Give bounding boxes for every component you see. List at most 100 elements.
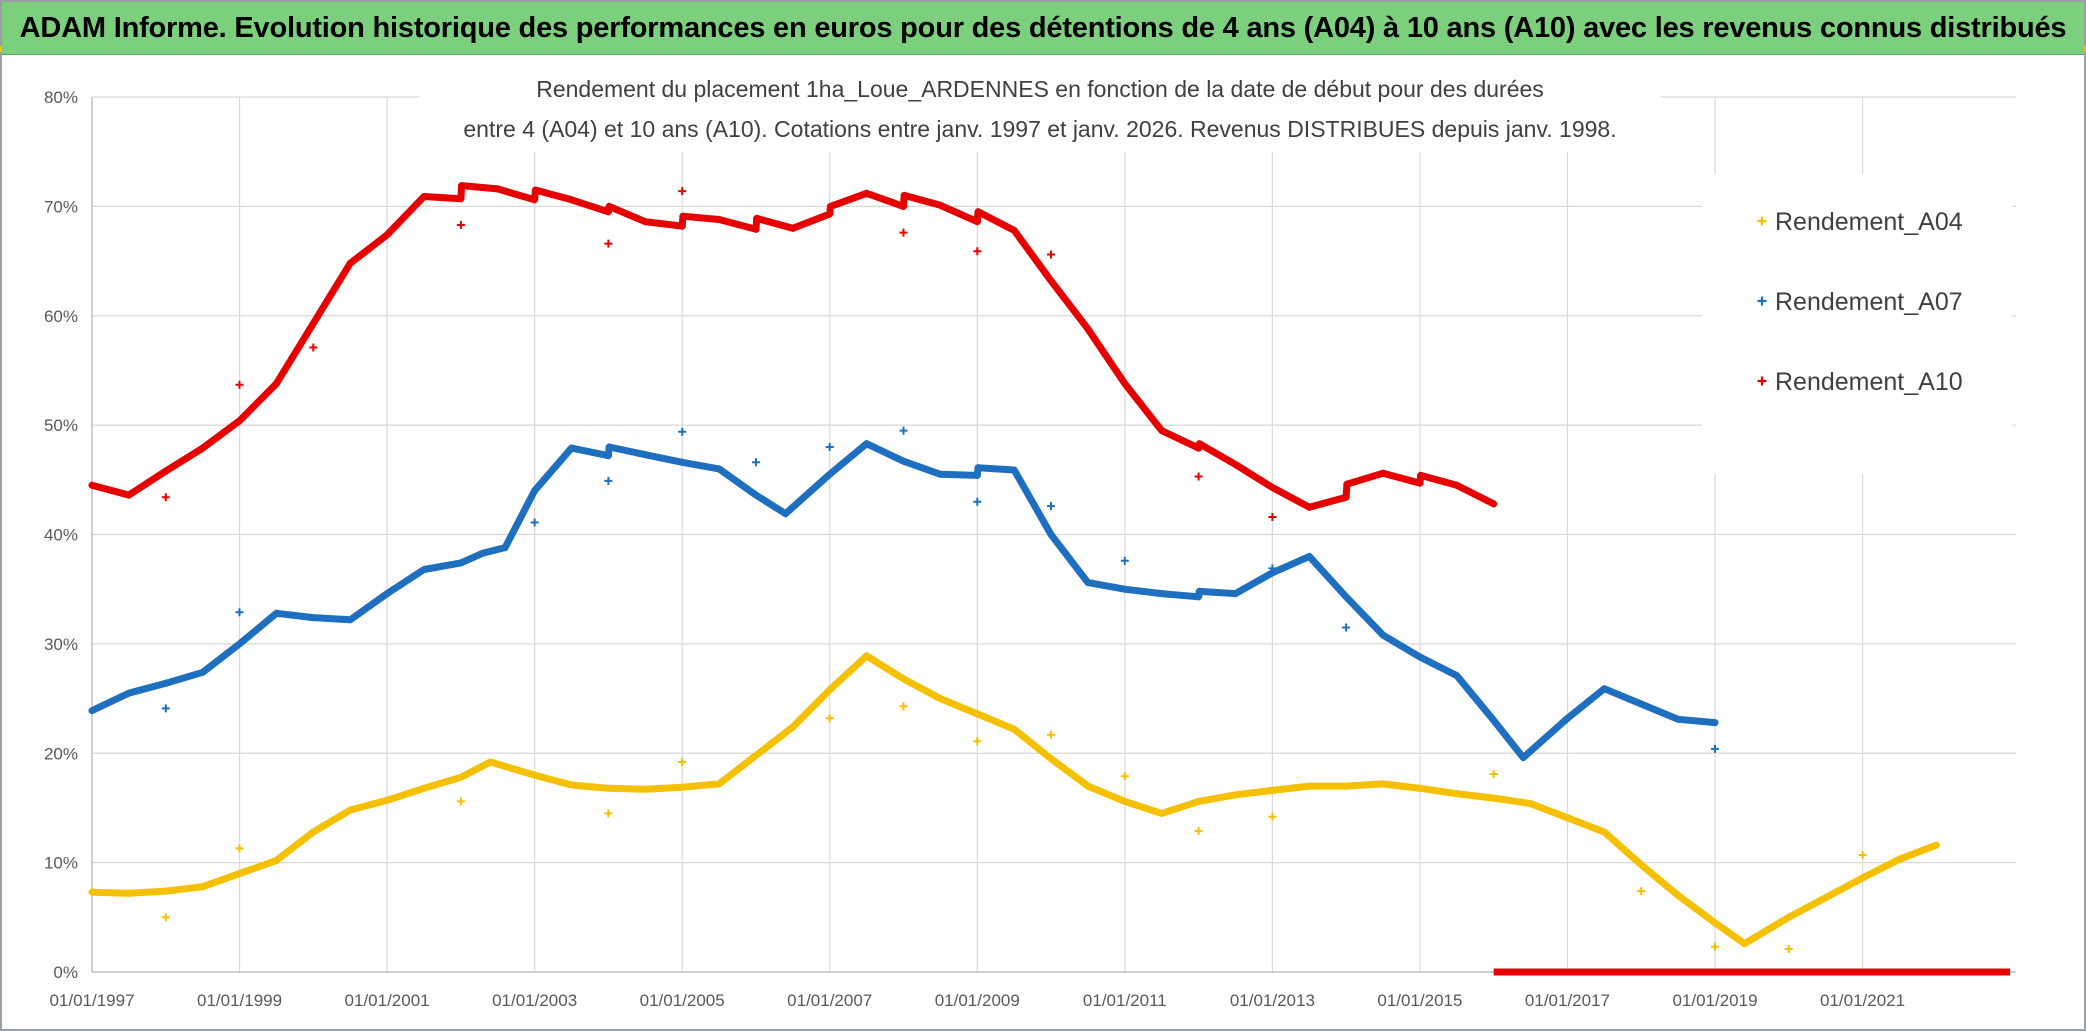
data-point <box>199 883 207 891</box>
data-point <box>789 224 797 232</box>
data-point <box>162 679 170 687</box>
data-point <box>715 780 723 788</box>
data-point <box>1121 797 1129 805</box>
data-point <box>936 470 944 478</box>
data-point <box>1637 861 1645 869</box>
axis-ticks: 0% 10% 20% 30% 40% 50% 60% 70% 80% 01/01/1997 01/0… <box>44 88 1905 1010</box>
y-tick-label: 80% <box>44 88 78 107</box>
data-point <box>900 202 907 210</box>
annual-point <box>530 518 539 527</box>
data-point <box>1453 481 1461 489</box>
legend-label: Rendement_A10 <box>1775 368 1963 396</box>
x-tick-label: 01/01/2017 <box>1525 991 1610 1010</box>
data-point <box>1822 894 1830 902</box>
data-point <box>605 202 613 210</box>
data-point <box>88 888 96 896</box>
annual-point <box>825 714 834 723</box>
y-tick-label: 40% <box>44 526 78 545</box>
x-tick-label: 01/01/2003 <box>492 991 577 1010</box>
data-point <box>531 487 539 495</box>
y-tick-label: 60% <box>44 307 78 326</box>
data-point <box>501 544 509 552</box>
data-point <box>1084 579 1092 587</box>
data-point <box>1232 590 1239 598</box>
data-point <box>531 186 539 194</box>
data-point <box>1527 800 1535 808</box>
annual-point <box>456 797 465 806</box>
report-title: ADAM Informe. Evolution historique des p… <box>19 11 2067 44</box>
annual-point <box>752 458 760 467</box>
annual-point <box>456 221 465 229</box>
data-point <box>272 609 280 617</box>
data-point <box>974 208 982 216</box>
annual-point <box>1858 851 1867 859</box>
data-point <box>309 319 317 327</box>
data-point <box>568 444 575 452</box>
data-point <box>1343 480 1351 488</box>
y-tick-label: 70% <box>44 197 78 216</box>
annual-point <box>1489 770 1498 778</box>
report-header: ADAM Informe. Evolution historique des p… <box>2 2 2084 55</box>
data-point <box>605 443 613 451</box>
data-point <box>1379 631 1387 639</box>
data-point <box>974 464 982 472</box>
data-point <box>826 210 834 218</box>
data-point <box>641 218 649 226</box>
data-point <box>236 417 243 425</box>
legend-label: Rendement_A04 <box>1775 208 1963 236</box>
data-point <box>641 785 649 793</box>
annual-point <box>1637 887 1646 896</box>
chart-title-block: Rendement du placement 1ha_Loue_ARDENNES… <box>420 56 1660 152</box>
data-point <box>752 225 760 233</box>
annual-point <box>899 426 908 435</box>
data-point <box>457 195 465 203</box>
data-point <box>900 457 907 465</box>
legend-background <box>1702 174 2012 474</box>
data-point <box>531 771 539 779</box>
annual-point <box>678 758 687 766</box>
data-point <box>1232 791 1239 799</box>
data-point <box>1195 587 1203 595</box>
annual-point <box>235 844 244 853</box>
data-point <box>1195 797 1203 805</box>
data-point <box>973 710 981 718</box>
data-point <box>1195 440 1203 448</box>
data-point <box>568 196 575 204</box>
data-point <box>309 828 317 836</box>
data-point <box>420 784 428 792</box>
data-point <box>199 444 207 452</box>
data-point <box>1342 593 1350 601</box>
data-point <box>383 231 391 239</box>
data-point <box>1859 874 1867 882</box>
y-tick-label: 20% <box>44 744 78 763</box>
data-point <box>1674 891 1682 899</box>
annual-point <box>604 239 613 248</box>
annual-point <box>1194 826 1203 835</box>
annual-point <box>1047 250 1055 259</box>
data-point <box>568 781 575 789</box>
x-tick-label: 01/01/2019 <box>1672 991 1757 1010</box>
data-point <box>1417 471 1425 479</box>
data-point <box>383 796 391 804</box>
data-point <box>1047 755 1055 763</box>
data-point <box>346 259 354 267</box>
annual-point <box>1784 945 1793 953</box>
annual-point <box>161 493 170 502</box>
data-point <box>1158 427 1166 435</box>
data-point <box>1785 913 1793 921</box>
data-point <box>789 723 797 731</box>
annual-point <box>1194 472 1203 481</box>
data-point <box>715 465 723 473</box>
data-point <box>900 675 907 683</box>
annual-point <box>1268 812 1277 821</box>
data-point <box>1519 754 1527 762</box>
annual-point <box>973 737 982 746</box>
data-point <box>604 452 612 460</box>
series-trace <box>88 652 1940 948</box>
data-point <box>1010 725 1018 733</box>
data-point <box>1564 714 1571 722</box>
annual-point <box>1047 502 1055 511</box>
annual-point <box>973 497 982 506</box>
data-point <box>346 806 354 814</box>
annual-point <box>678 427 687 436</box>
